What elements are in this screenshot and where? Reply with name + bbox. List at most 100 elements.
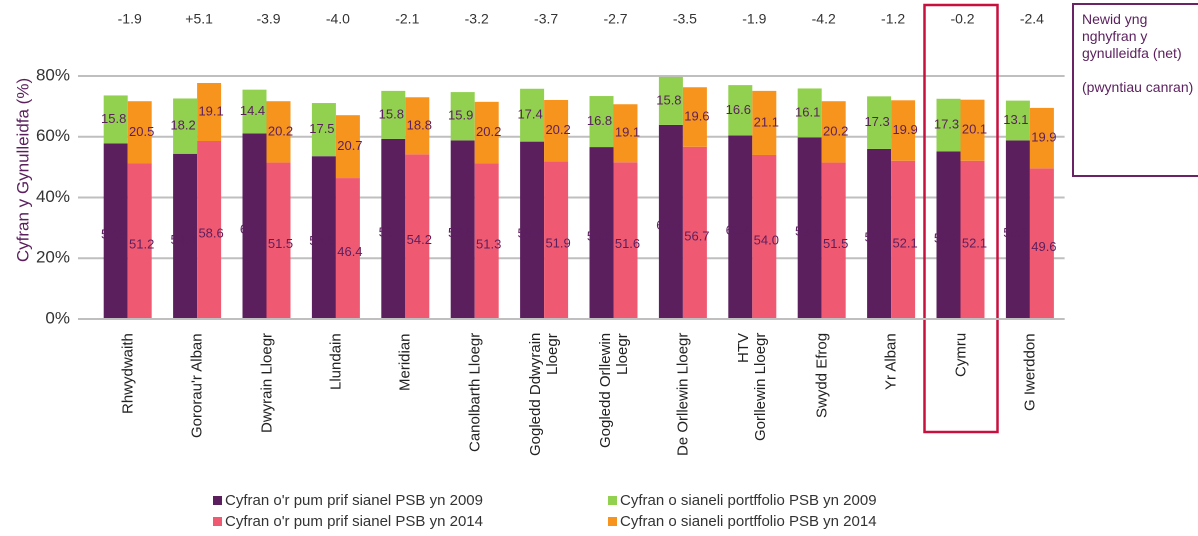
data-label: 56.6 [587,228,612,243]
x-tick-label: Llundain [327,333,345,390]
bar-segment [381,138,406,319]
x-tick-label: Canolbarth Lloegr [466,333,484,453]
change-label: +5.1 [185,11,213,27]
data-label: 51.5 [823,236,848,251]
data-label: 16.6 [726,102,751,117]
data-label: 59.3 [379,224,404,239]
legend-swatch [608,517,617,526]
bar-segment [450,92,475,141]
bar-segment [728,135,753,319]
x-tick-label: De Orllewin Lloegr [674,333,692,457]
legend-label: Cyfran o'r pum prif sianel PSB yn 2014 [225,513,483,530]
data-label: 58.8 [1003,225,1028,240]
legend-swatch [608,496,617,505]
data-label: 20.1 [962,122,987,137]
data-label: 19.9 [892,122,917,137]
bar-segment [474,101,499,164]
bar-segment [311,103,336,157]
bar-segment [682,146,707,319]
legend-swatch [213,517,222,526]
data-label: 21.1 [754,114,779,129]
x-tick-label: Cymru [952,333,969,378]
legend-item: Cyfran o sianeli portffolio PSB yn 2014 [608,513,877,530]
data-label: 17.3 [864,114,889,129]
bar-segment [335,178,360,319]
bar-segment [103,143,128,319]
data-label: 19.9 [1031,130,1056,145]
data-label: 20.5 [129,124,154,139]
bar-segment [960,99,985,161]
data-label: 20.2 [545,122,570,137]
data-label: 15.8 [656,92,681,107]
bar-segment [266,162,291,319]
data-label: 53.6 [309,233,334,248]
data-label: 17.5 [309,121,334,136]
data-label: 60.4 [726,223,751,238]
bar-segment [242,89,267,134]
change-label: -3.2 [465,11,489,27]
data-label: 14.4 [240,103,265,118]
data-label: 56.0 [864,229,889,244]
bar-segment [266,101,291,163]
x-tick-label: Dwyrain Lloegr [258,333,275,434]
data-label: 57.8 [101,227,126,242]
data-label: 19.1 [615,125,640,140]
bar-segment [797,137,822,319]
change-label: -3.9 [256,11,280,27]
bar-segment [544,99,569,162]
y-tick-label: 60% [36,126,70,145]
legend-item: Cyfran o'r pum prif sianel PSB yn 2014 [213,513,483,530]
bar-segment [891,160,916,319]
note-text: Newid yng nghyfran y gynulleidfa (net) [1082,11,1182,61]
bar-segment [405,97,430,155]
bar-segment [197,82,222,142]
data-label: 18.2 [170,118,195,133]
data-label: 16.1 [795,104,820,119]
y-tick-label: 0% [45,308,70,327]
data-label: 19.1 [198,103,223,118]
data-label: 15.8 [101,111,126,126]
bar-segment [891,100,916,161]
note-box: Newid yng nghyfran y gynulleidfa (net) (… [1072,3,1198,177]
bar-segment [450,140,475,319]
data-label: 54.0 [754,232,779,247]
bar-segment [752,90,777,155]
data-label: 16.8 [587,113,612,128]
data-label: 20.7 [337,138,362,153]
data-label: 15.8 [379,106,404,121]
data-label: 49.6 [1031,239,1056,254]
x-tick-label: Yr Alban [882,333,900,390]
bar-segment [381,90,406,139]
x-tick-label: Gogledd Orllewin Lloegr [596,333,631,449]
bar-segment [821,162,846,319]
change-label: -0.2 [950,11,974,27]
bar-segment [474,163,499,319]
data-label: 52.1 [892,235,917,250]
x-tick-label: Gororau'r Alban [188,333,206,438]
bar-segment [242,133,267,319]
data-label: 58.4 [517,226,542,241]
bar-segment [197,141,222,319]
change-label: -2.1 [395,11,419,27]
bar-segment [335,115,360,179]
change-label: -1.9 [118,11,142,27]
bar-segment [936,151,961,319]
bar-segment [728,85,753,136]
data-label: 51.9 [545,236,570,251]
data-label: 54.2 [407,232,432,247]
legend-label: Cyfran o sianeli portffolio PSB yn 2009 [620,492,877,509]
x-tick-label: HTV Gorllewin Lloegr [735,333,770,442]
bar-segment [127,163,152,319]
data-label: 56.7 [684,228,709,243]
change-label: -2.7 [603,11,627,27]
x-tick-label: Swydd Efrog [813,333,831,419]
bar-segment [520,88,545,142]
note-text: (pwyntiau canran) [1082,79,1194,95]
bar-segment [589,147,614,319]
data-label: 17.4 [517,107,542,122]
bar-segment [752,154,777,319]
data-label: 15.9 [448,108,473,123]
data-label: 52.1 [962,235,987,250]
x-tick-label: G Iwerddon [1021,333,1039,411]
